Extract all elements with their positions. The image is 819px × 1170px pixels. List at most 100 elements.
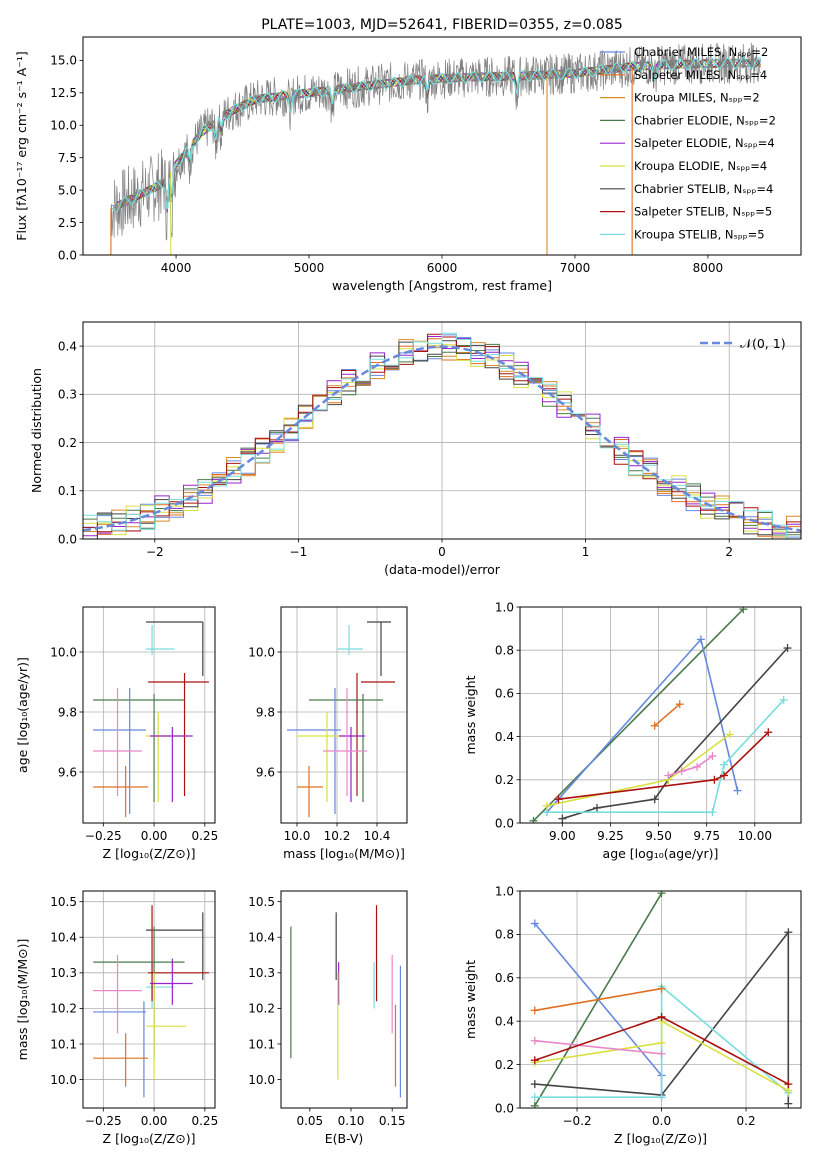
legend-label: 𝒩(0, 1) — [740, 336, 786, 351]
plus-marker — [710, 775, 719, 784]
error-bar-point — [93, 926, 185, 1059]
x-tick-label: 0.0 — [652, 1114, 671, 1128]
x-tick-label: 10.4 — [364, 829, 391, 843]
plus-marker — [720, 771, 729, 780]
age_weight-lines — [529, 607, 792, 823]
y-tick-label: 1.0 — [495, 600, 514, 614]
error-bar-point — [145, 962, 175, 1009]
y-tick-label: 10.0 — [50, 119, 77, 133]
plus-marker — [708, 808, 717, 817]
y-tick-label: 10.0 — [248, 645, 275, 659]
error-bar-point — [356, 673, 395, 796]
mass_age-axes: 10.0 10.2 10.4 9.6 9.8 10.0 mass [log₁₀(M/M⊙)] — [248, 607, 407, 861]
legend-label: Kroupa MILES, Nₛₚₚ=2 — [634, 91, 760, 105]
y-tick-label: 10.5 — [50, 895, 77, 909]
y-tick-label: 9.8 — [58, 705, 77, 719]
x-axis-label: mass [log₁₀(M/M⊙)] — [283, 846, 405, 861]
error-bar-point — [297, 712, 357, 802]
plus-marker — [693, 762, 702, 771]
plus-marker — [650, 721, 659, 730]
x-tick-label: 0.05 — [296, 1114, 323, 1128]
plus-marker — [675, 700, 684, 709]
chart-title: PLATE=1003, MJD=52641, FIBERID=0355, z=0… — [261, 17, 623, 33]
plus-marker — [784, 1099, 793, 1108]
y-tick-label: 0.6 — [495, 687, 514, 701]
y-tick-label: 10.2 — [248, 1002, 275, 1016]
x-tick-label: 8000 — [693, 261, 724, 275]
plus-marker — [530, 919, 539, 928]
legend-label: Chabrier STELIB, Nₛₚₚ=4 — [634, 182, 773, 196]
error-bar-point — [147, 673, 209, 796]
y-tick-label: 10.1 — [50, 1037, 77, 1051]
error-bar-point — [337, 625, 363, 655]
z_weight-lines — [530, 891, 793, 1108]
weight-series-line — [534, 987, 662, 1012]
x-axis-label: E(B-V) — [325, 1131, 364, 1146]
legend-label: Kroupa ELODIE, Nₛₚₚ=4 — [634, 159, 767, 173]
weight-series-line — [534, 1019, 789, 1092]
plus-marker — [530, 1080, 539, 1089]
y-tick-label: 10.4 — [248, 931, 275, 945]
y-tick-label: 0.2 — [58, 436, 77, 450]
y-tick-label: 0.4 — [495, 730, 514, 744]
z_age-frame — [82, 606, 216, 824]
x-tick-label: 10.00 — [738, 829, 772, 843]
weight-series-line — [534, 922, 663, 1098]
y-tick-label: 0.8 — [495, 928, 514, 942]
y-axis-label: age [log₁₀(age/yr)] — [15, 657, 30, 773]
x-tick-label: 9.75 — [693, 829, 720, 843]
spectrum-lines — [110, 42, 762, 255]
x-tick-label: 9.25 — [597, 829, 624, 843]
x-axis-label: Z [log₁₀(Z/Z⊙)] — [103, 1131, 196, 1146]
y-tick-label: 10.3 — [50, 966, 77, 980]
y-tick-label: 10.2 — [50, 1002, 77, 1016]
spectrum-axes: 4000 5000 6000 7000 8000 0.0 2.5 5.0 7.5 10.0 12.5… — [14, 51, 723, 293]
weight-series-line — [654, 703, 681, 727]
y-tick-label: 0.2 — [495, 773, 514, 787]
y-axis-label: mass weight — [463, 960, 478, 1039]
ebv_mass-axes: 0.05 0.10 0.15 10.0 10.1 10.2 10.3 10.4 10.5 E(B-… — [248, 895, 405, 1146]
spectrum-frame — [82, 36, 802, 256]
y-tick-label: 0.2 — [495, 1058, 514, 1072]
weight-series-line — [534, 929, 790, 1104]
plus-marker — [779, 695, 788, 704]
residual_hist-frame — [82, 321, 802, 540]
z_mass-errorbars — [93, 905, 209, 1098]
error-bar-point — [147, 905, 209, 1002]
plus-marker — [739, 607, 748, 614]
normal-curve — [83, 345, 801, 532]
x-tick-label: 0.25 — [191, 829, 218, 843]
error-bar-point — [93, 694, 185, 802]
error-bar-point — [309, 694, 383, 802]
plus-marker — [554, 795, 563, 804]
error-bar-point — [145, 621, 204, 676]
plus-marker — [657, 984, 666, 993]
weight-series-line — [546, 699, 785, 814]
x-tick-label: 4000 — [161, 261, 192, 275]
z_mass-axes: −0.25 0.00 0.25 10.0 10.1 10.2 10.3 10.4 10.5 Z [… — [15, 891, 218, 1146]
y-tick-label: 10.5 — [248, 895, 275, 909]
ebv_mass-frame — [280, 890, 408, 1109]
ebv_mass-errorbars — [290, 905, 402, 1098]
z_mass-frame — [82, 890, 216, 1109]
y-tick-label: 15.0 — [50, 54, 77, 68]
error-bar-point — [150, 727, 193, 802]
x-tick-label: 5000 — [294, 261, 325, 275]
y-tick-label: 9.8 — [256, 705, 275, 719]
y-tick-label: 10.0 — [248, 1073, 275, 1087]
x-tick-label: −0.25 — [85, 1114, 122, 1128]
x-tick-label: 0.10 — [338, 1114, 365, 1128]
plus-marker — [784, 928, 793, 937]
y-axis-label: mass [log₁₀(M/M⊙)] — [15, 939, 30, 1061]
x-tick-label: 9.00 — [549, 829, 576, 843]
x-tick-label: 6000 — [427, 261, 458, 275]
age_weight-axes: 9.00 9.25 9.50 9.75 10.00 0.0 0.2 0.4 0.6 0.8 1.0 a… — [463, 600, 801, 861]
y-tick-label: 10.3 — [248, 966, 275, 980]
y-tick-label: 9.6 — [58, 765, 77, 779]
y-tick-label: 0.1 — [58, 484, 77, 498]
mass_age-frame — [280, 606, 408, 824]
error-bar-point — [150, 958, 193, 1005]
plus-marker — [657, 891, 666, 898]
y-tick-label: 1.0 — [495, 884, 514, 898]
